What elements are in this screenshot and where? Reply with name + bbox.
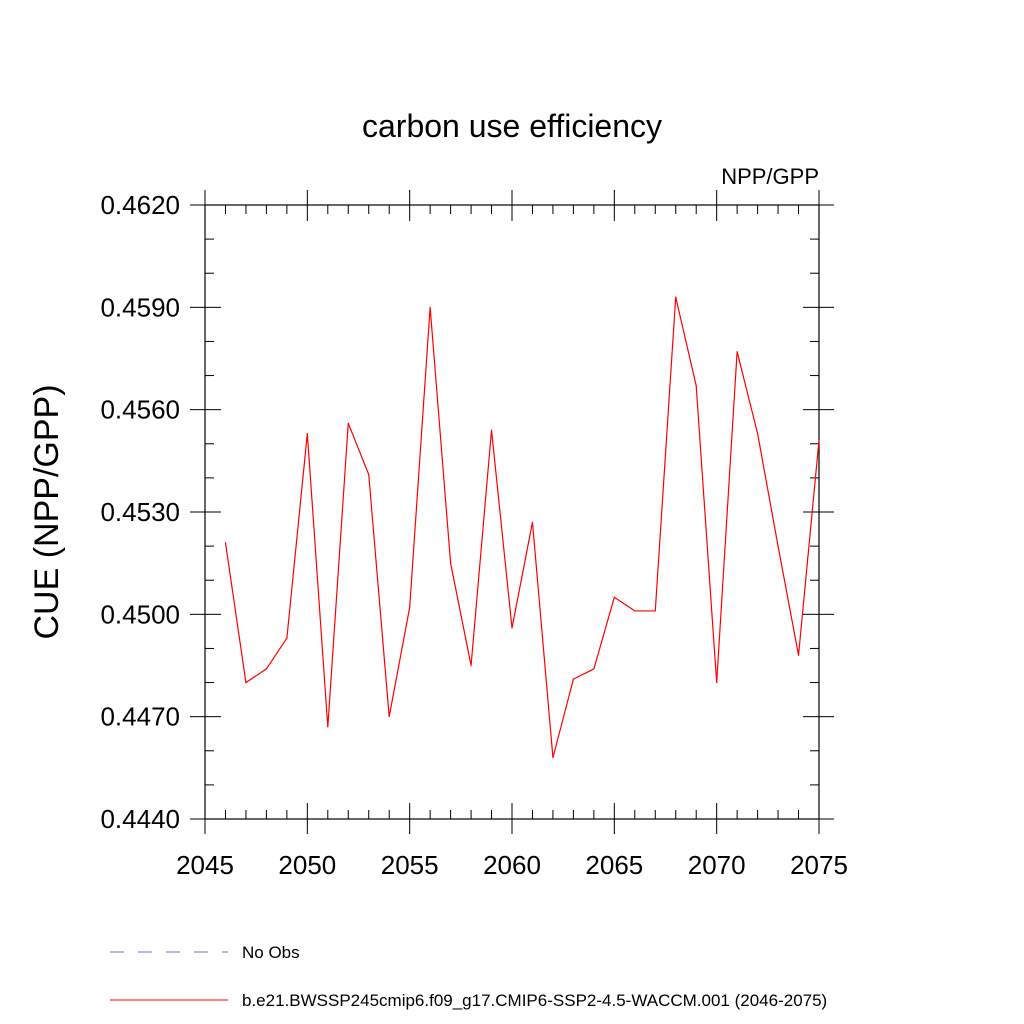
data-point [634, 610, 636, 612]
data-point [552, 757, 554, 759]
data-point [716, 681, 718, 684]
data-point [388, 716, 390, 718]
data-point [368, 473, 370, 476]
data-point [511, 627, 513, 629]
data-point [450, 562, 452, 564]
x-tick-label: 2055 [381, 850, 439, 880]
data-point [490, 429, 493, 431]
y-tick-label: 0.4560 [100, 395, 180, 425]
data-point [613, 596, 615, 598]
chart-subtitle: NPP/GPP [721, 164, 819, 189]
data-point [531, 521, 534, 523]
y-tick-label: 0.4500 [100, 599, 180, 629]
x-tick-label: 2050 [278, 850, 336, 880]
data-point [306, 432, 308, 435]
axis-ticks [190, 190, 834, 834]
x-tick-label: 2060 [483, 850, 541, 880]
data-point [797, 654, 800, 656]
y-tick-labels: 0.4440 0.4470 0.4500 0.4530 0.4560 0.4590 0.46… [100, 190, 180, 834]
legend-label-0: No Obs [242, 943, 300, 962]
x-tick-label: 2075 [790, 850, 848, 880]
data-point [757, 432, 759, 435]
series-line-0 [224, 296, 820, 758]
y-tick-label: 0.4440 [100, 804, 180, 834]
data-point [593, 668, 595, 670]
x-tick-label: 2065 [585, 850, 643, 880]
data-point [470, 664, 472, 667]
data-point [818, 439, 820, 441]
data-point [654, 610, 656, 612]
data-point [777, 545, 779, 547]
data-point [327, 726, 329, 728]
legend-label-1: b.e21.BWSSP245cmip6.f09_g17.CMIP6-SSP2-4… [242, 991, 827, 1010]
x-tick-label: 2045 [176, 850, 234, 880]
data-point [572, 678, 575, 680]
data-point [736, 351, 738, 353]
data-point [695, 385, 697, 387]
y-tick-label: 0.4530 [100, 497, 180, 527]
data-point [675, 296, 677, 298]
data-point [245, 681, 247, 684]
chart-title: carbon use efficiency [362, 108, 662, 144]
y-tick-label: 0.4590 [100, 292, 180, 322]
y-tick-label: 0.4470 [100, 702, 180, 732]
data-point [224, 542, 227, 544]
x-tick-labels: 2045 2050 2055 2060 2065 2070 2075 [176, 850, 848, 880]
data-point [347, 422, 349, 424]
legend: No Obs b.e21.BWSSP245cmip6.f09_g17.CMIP6-… [110, 943, 827, 1010]
data-point [286, 637, 288, 639]
data-point [409, 606, 411, 609]
y-axis-label: CUE (NPP/GPP) [28, 384, 66, 639]
x-tick-label: 2070 [688, 850, 746, 880]
series-group [224, 296, 820, 759]
data-point [265, 668, 267, 670]
data-point [429, 306, 431, 308]
y-tick-label: 0.4620 [100, 190, 180, 220]
